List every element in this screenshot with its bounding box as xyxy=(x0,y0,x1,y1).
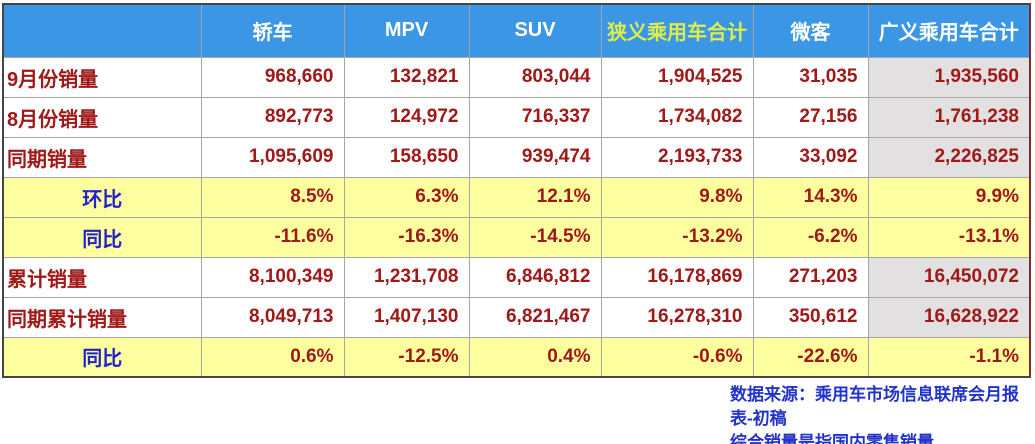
cell-value: 8,100,349 xyxy=(200,256,345,298)
cell-value: 0.4% xyxy=(468,336,602,378)
cell-value: 803,044 xyxy=(468,56,602,98)
cell-value: -13.2% xyxy=(600,216,754,258)
cell-value: 9.8% xyxy=(600,176,754,218)
column-header-narrow-pv-total: 狭义乘用车合计 xyxy=(600,3,754,58)
cell-value: -16.3% xyxy=(343,216,470,258)
table-row-august-sales: 8月份销量 892,773 124,972 716,337 1,734,082 … xyxy=(2,96,1031,138)
row-label: 9月份销量 xyxy=(2,56,202,98)
table-row-cumulative-yoy-change: 同比 0.6% -12.5% 0.4% -0.6% -22.6% -1.1% xyxy=(2,336,1031,378)
header-row: 轿车 MPV SUV 狭义乘用车合计 微客 广义乘用车合计 xyxy=(2,3,1031,58)
cell-value: 716,337 xyxy=(468,96,602,138)
cell-value: 6,846,812 xyxy=(468,256,602,298)
cell-value-total: 16,628,922 xyxy=(867,296,1031,338)
column-header-minivan: 微客 xyxy=(752,3,869,58)
cell-value: 14.3% xyxy=(752,176,869,218)
row-label: 环比 xyxy=(2,176,202,218)
cell-value: 12.1% xyxy=(468,176,602,218)
column-header-sedan: 轿车 xyxy=(200,3,345,58)
row-label: 累计销量 xyxy=(2,256,202,298)
cell-value-total: 1,761,238 xyxy=(867,96,1031,138)
table-row-same-period-sales: 同期销量 1,095,609 158,650 939,474 2,193,733… xyxy=(2,136,1031,178)
cell-value: 1,407,130 xyxy=(343,296,470,338)
cell-value: 124,972 xyxy=(343,96,470,138)
cell-value-total: 2,226,825 xyxy=(867,136,1031,178)
cell-value: 158,650 xyxy=(343,136,470,178)
cell-value: 8.5% xyxy=(200,176,345,218)
cell-value: 939,474 xyxy=(468,136,602,178)
cell-value-total: 1,935,560 xyxy=(867,56,1031,98)
cell-value: -0.6% xyxy=(600,336,754,378)
table-row-mom-change: 环比 8.5% 6.3% 12.1% 9.8% 14.3% 9.9% xyxy=(2,176,1031,218)
cell-value-total: -13.1% xyxy=(867,216,1031,258)
table-row-september-sales: 9月份销量 968,660 132,821 803,044 1,904,525 … xyxy=(2,56,1031,98)
table-row-same-period-cumulative-sales: 同期累计销量 8,049,713 1,407,130 6,821,467 16,… xyxy=(2,296,1031,338)
row-label: 同期累计销量 xyxy=(2,296,202,338)
row-label: 8月份销量 xyxy=(2,96,202,138)
sales-summary-table: 轿车 MPV SUV 狭义乘用车合计 微客 广义乘用车合计 9月份销量 968,… xyxy=(2,3,1031,378)
cell-value: 132,821 xyxy=(343,56,470,98)
cell-value: -11.6% xyxy=(200,216,345,258)
cell-value: 2,193,733 xyxy=(600,136,754,178)
cell-value: 1,734,082 xyxy=(600,96,754,138)
table-row-yoy-change: 同比 -11.6% -16.3% -14.5% -13.2% -6.2% -13… xyxy=(2,216,1031,258)
cell-value: 350,612 xyxy=(752,296,869,338)
cell-value-total: 9.9% xyxy=(867,176,1031,218)
cell-value: 1,095,609 xyxy=(200,136,345,178)
cell-value: 16,178,869 xyxy=(600,256,754,298)
cell-value-total: 16,450,072 xyxy=(867,256,1031,298)
cell-value: 6,821,467 xyxy=(468,296,602,338)
column-header-mpv: MPV xyxy=(343,3,470,58)
row-label: 同比 xyxy=(2,336,202,378)
cell-value: 27,156 xyxy=(752,96,869,138)
row-label: 同期销量 xyxy=(2,136,202,178)
table-row-cumulative-sales: 累计销量 8,100,349 1,231,708 6,846,812 16,17… xyxy=(2,256,1031,298)
cell-value: -22.6% xyxy=(752,336,869,378)
cell-value: -12.5% xyxy=(343,336,470,378)
cell-value: 1,904,525 xyxy=(600,56,754,98)
cell-value: -14.5% xyxy=(468,216,602,258)
column-header-suv: SUV xyxy=(468,3,602,58)
data-source-note: 数据来源：乘用车市场信息联席会月报表-初稿 综合销量是指国内零售销量 xyxy=(730,383,1035,444)
row-label: 同比 xyxy=(2,216,202,258)
cell-value: 31,035 xyxy=(752,56,869,98)
corner-header-cell xyxy=(2,3,202,58)
cell-value: 8,049,713 xyxy=(200,296,345,338)
cell-value: 0.6% xyxy=(200,336,345,378)
cell-value: -6.2% xyxy=(752,216,869,258)
cell-value: 892,773 xyxy=(200,96,345,138)
column-header-broad-pv-total: 广义乘用车合计 xyxy=(867,3,1031,58)
cell-value-total: -1.1% xyxy=(867,336,1031,378)
cell-value: 1,231,708 xyxy=(343,256,470,298)
data-source-line: 数据来源：乘用车市场信息联席会月报表-初稿 xyxy=(730,385,1019,428)
cell-value: 6.3% xyxy=(343,176,470,218)
cell-value: 271,203 xyxy=(752,256,869,298)
cell-value: 33,092 xyxy=(752,136,869,178)
cell-value: 16,278,310 xyxy=(600,296,754,338)
sales-definition-line: 综合销量是指国内零售销量 xyxy=(730,433,934,444)
cell-value: 968,660 xyxy=(200,56,345,98)
